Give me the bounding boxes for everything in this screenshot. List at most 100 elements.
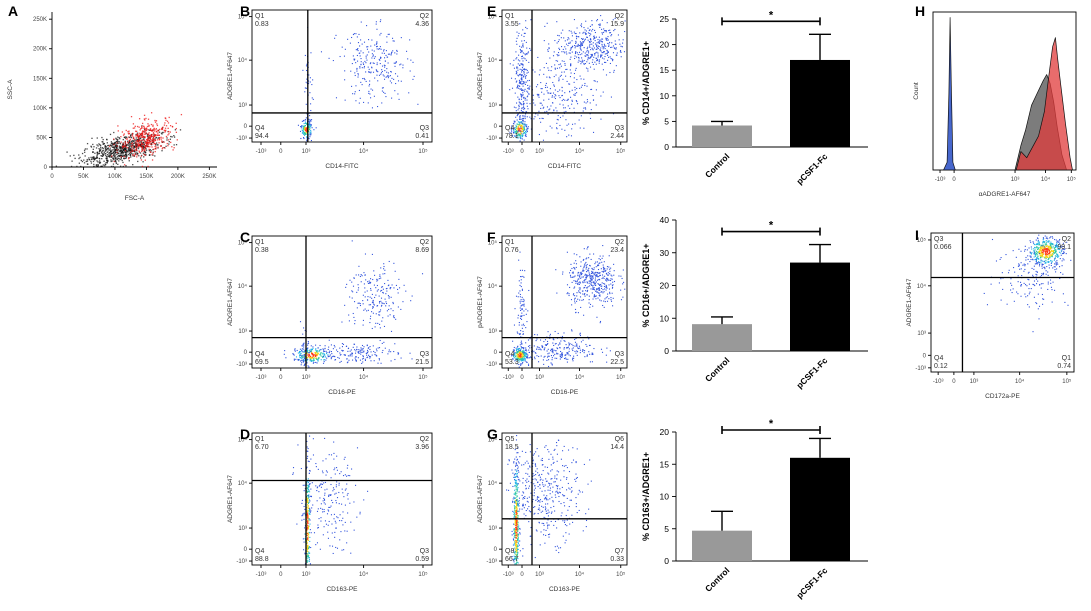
- event-dot: [607, 274, 609, 276]
- event-dot: [95, 147, 98, 149]
- event-dot: [380, 267, 382, 269]
- event-dot: [125, 129, 127, 132]
- event-dot: [128, 146, 131, 148]
- event-dot: [522, 101, 524, 103]
- event-dot: [303, 127, 306, 129]
- event-dot: [608, 284, 610, 286]
- event-dot: [514, 128, 516, 130]
- quadrant-name: Q4: [255, 125, 264, 132]
- event-dot: [609, 291, 611, 293]
- event-dot: [603, 28, 605, 30]
- event-dot: [364, 287, 366, 289]
- event-dot: [561, 352, 563, 354]
- event-dot: [366, 290, 368, 292]
- event-dot: [521, 359, 523, 362]
- event-dot: [520, 355, 522, 357]
- event-dot: [305, 65, 308, 67]
- event-dot: [524, 74, 526, 76]
- event-dot: [137, 136, 139, 138]
- event-dot: [566, 347, 569, 349]
- event-dot: [293, 358, 295, 360]
- event-dot: [583, 127, 585, 129]
- event-dot: [115, 138, 118, 140]
- event-dot: [559, 343, 561, 345]
- event-dot: [520, 353, 522, 355]
- event-dot: [309, 136, 311, 138]
- event-dot: [363, 283, 365, 285]
- event-dot: [382, 349, 384, 352]
- event-dot: [524, 134, 526, 137]
- event-dot: [519, 302, 521, 304]
- event-dot: [585, 290, 587, 292]
- event-dot: [586, 275, 588, 277]
- event-dot: [521, 74, 523, 76]
- event-dot: [136, 154, 138, 156]
- event-dot: [519, 115, 521, 117]
- event-dot: [576, 103, 579, 105]
- event-dot: [151, 159, 154, 161]
- event-dot: [137, 140, 139, 142]
- event-dot: [380, 300, 382, 302]
- event-dot: [310, 510, 312, 512]
- event-dot: [333, 513, 335, 515]
- event-dot: [324, 520, 327, 522]
- event-dot: [583, 47, 585, 49]
- event-dot: [520, 316, 522, 318]
- event-dot: [521, 96, 523, 98]
- event-dot: [589, 102, 591, 104]
- event-dot: [340, 531, 342, 533]
- event-dot: [520, 135, 522, 137]
- event-dot: [561, 100, 563, 102]
- event-dot: [577, 312, 579, 314]
- event-dot: [526, 53, 528, 55]
- event-dot: [306, 514, 308, 516]
- event-dot: [320, 352, 322, 354]
- event-dot: [328, 57, 330, 59]
- event-dot: [564, 99, 566, 101]
- event-dot: [152, 154, 154, 156]
- x-axis-label: CD16-PE: [551, 389, 579, 396]
- event-dot: [142, 146, 144, 148]
- event-dot: [517, 59, 519, 61]
- event-dot: [598, 59, 601, 61]
- event-dot: [112, 143, 114, 145]
- event-dot: [590, 277, 592, 279]
- event-dot: [532, 69, 534, 71]
- event-dot: [522, 333, 524, 335]
- event-dot: [152, 125, 154, 127]
- event-dot: [604, 30, 606, 32]
- event-dot: [307, 525, 310, 527]
- event-dot: [515, 520, 517, 522]
- event-dot: [607, 51, 609, 53]
- event-dot: [139, 135, 141, 137]
- event-dot: [515, 131, 517, 133]
- event-dot: [107, 144, 109, 147]
- event-dot: [538, 133, 540, 136]
- event-dot: [574, 93, 576, 95]
- event-dot: [360, 351, 362, 353]
- event-dot: [563, 357, 566, 360]
- event-dot: [612, 19, 614, 21]
- event-dot: [116, 156, 119, 158]
- event-dot: [326, 351, 328, 354]
- event-dot: [309, 483, 311, 485]
- event-dot: [523, 353, 525, 355]
- event-dot: [559, 124, 561, 127]
- event-dot: [521, 55, 524, 57]
- event-dot: [598, 262, 600, 264]
- event-dot: [583, 266, 585, 269]
- event-dot: [382, 317, 384, 319]
- event-dot: [579, 347, 581, 349]
- event-dot: [316, 353, 318, 355]
- event-dot: [317, 360, 319, 362]
- event-dot: [134, 146, 137, 148]
- event-dot: [149, 146, 151, 148]
- event-dot: [306, 356, 309, 358]
- event-dot: [509, 89, 511, 91]
- event-dot: [568, 293, 570, 295]
- event-dot: [516, 119, 518, 121]
- event-dot: [547, 331, 549, 333]
- event-dot: [592, 281, 594, 283]
- event-dot: [568, 123, 570, 125]
- x-tick-label: 0: [279, 375, 283, 381]
